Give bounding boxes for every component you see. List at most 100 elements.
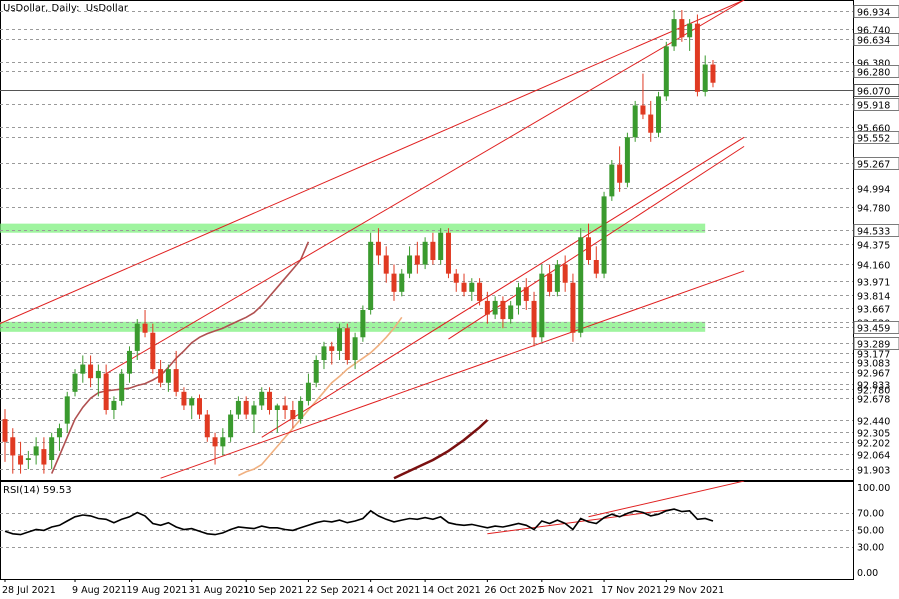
candle-body — [570, 282, 576, 333]
current-price-box — [853, 84, 899, 97]
candle-body — [694, 23, 700, 92]
candle-body — [212, 437, 218, 447]
price-level-label: 95.267 — [857, 160, 890, 171]
price-level-box — [853, 5, 899, 18]
candle-body — [321, 346, 327, 360]
price-level-box — [853, 33, 899, 46]
x-tick-label: 26 Oct 2021 — [484, 585, 543, 596]
candle-body — [422, 241, 428, 265]
candle-body — [399, 273, 405, 292]
price-level-box — [853, 131, 899, 144]
x-tick-label: 31 Aug 2021 — [189, 585, 250, 596]
candle-body — [2, 419, 8, 442]
candle-body — [445, 232, 451, 274]
price-level-label: 94.533 — [857, 227, 890, 238]
candle-body — [251, 405, 257, 415]
rsi-tick-label: 70.00 — [857, 509, 884, 520]
candle-body — [274, 405, 280, 410]
candle-body — [158, 369, 164, 383]
price-level-label: 94.994 — [857, 185, 890, 196]
candle-body — [173, 369, 179, 392]
candle-body — [461, 282, 467, 292]
support-zone — [0, 321, 706, 332]
candle-body — [430, 241, 436, 260]
candle-body — [235, 400, 241, 415]
candle-body — [539, 273, 545, 338]
candle-body — [593, 260, 599, 274]
candle-body — [197, 398, 202, 415]
price-level-box — [853, 321, 899, 334]
price-level-label: 96.280 — [857, 68, 890, 79]
price-level-box — [853, 337, 899, 350]
candle-body — [352, 337, 358, 360]
candle-body — [204, 414, 210, 438]
candle-body — [119, 373, 125, 401]
candle-body — [329, 346, 335, 351]
price-level-label: 92.780 — [857, 386, 890, 397]
candle-body — [453, 273, 459, 283]
price-level-label: 93.289 — [857, 340, 890, 351]
candle-body — [640, 105, 646, 115]
candle-body — [609, 164, 615, 197]
candle-body — [344, 328, 350, 360]
price-level-label: 96.380 — [857, 59, 890, 70]
candle-body — [49, 437, 55, 460]
main-frame — [0, 0, 854, 481]
price-level-label: 94.780 — [857, 204, 890, 215]
x-tick-label: 29 Nov 2021 — [663, 585, 724, 596]
candle-body — [547, 273, 553, 292]
candle-body — [648, 114, 654, 133]
candle-body — [33, 446, 39, 456]
candle-body — [617, 164, 623, 183]
candle-body — [687, 23, 693, 38]
price-level-label: 93.083 — [857, 359, 890, 370]
candle-body — [259, 391, 265, 406]
trendline — [261, 136, 745, 438]
price-level-label: 92.967 — [857, 369, 890, 380]
candle-body — [95, 370, 101, 379]
price-level-label: 96.934 — [857, 8, 890, 19]
candle-body — [710, 64, 716, 83]
candle-body — [671, 19, 677, 47]
trendline — [105, 0, 745, 375]
candle-body — [438, 232, 444, 260]
candle-body — [25, 458, 31, 460]
rsi-trendline — [487, 508, 675, 535]
price-level-box — [853, 224, 899, 237]
candle-body — [80, 364, 86, 374]
candle-body — [111, 400, 117, 410]
price-level-label: 94.375 — [857, 241, 890, 252]
price-level-label: 96.634 — [857, 36, 890, 47]
candle-body — [126, 350, 132, 374]
candle-body — [305, 382, 311, 401]
candle-body — [702, 64, 708, 92]
candle-body — [383, 255, 389, 274]
candle-body — [407, 255, 413, 274]
candle-body — [134, 323, 140, 351]
candle-body — [414, 255, 420, 265]
price-level-label: 92.202 — [857, 439, 890, 450]
price-level-label: 93.459 — [857, 324, 890, 335]
rsi-trendline — [588, 481, 745, 518]
candle-body — [562, 264, 568, 283]
rsi-tick-label: 100.00 — [857, 483, 890, 494]
price-level-label: 91.903 — [857, 466, 890, 477]
moving-average-line — [238, 316, 403, 477]
candle-body — [282, 405, 288, 410]
candle-body — [18, 455, 24, 465]
x-tick-label: 19 Aug 2021 — [126, 585, 187, 596]
candle-body — [41, 449, 47, 465]
candle-body — [554, 264, 560, 292]
chart-title: UsDollar, Daily: UsDollar — [3, 3, 128, 14]
candle-body — [508, 305, 514, 320]
candle-body — [632, 105, 638, 138]
price-level-label: 93.667 — [857, 305, 890, 316]
moving-average-line — [50, 241, 310, 474]
candle-body — [165, 369, 171, 383]
candle-body — [267, 391, 273, 410]
trendline — [160, 270, 745, 479]
x-tick-label: 10 Sep 2021 — [243, 585, 303, 596]
candle-body — [88, 364, 94, 379]
candle-body — [290, 410, 296, 420]
